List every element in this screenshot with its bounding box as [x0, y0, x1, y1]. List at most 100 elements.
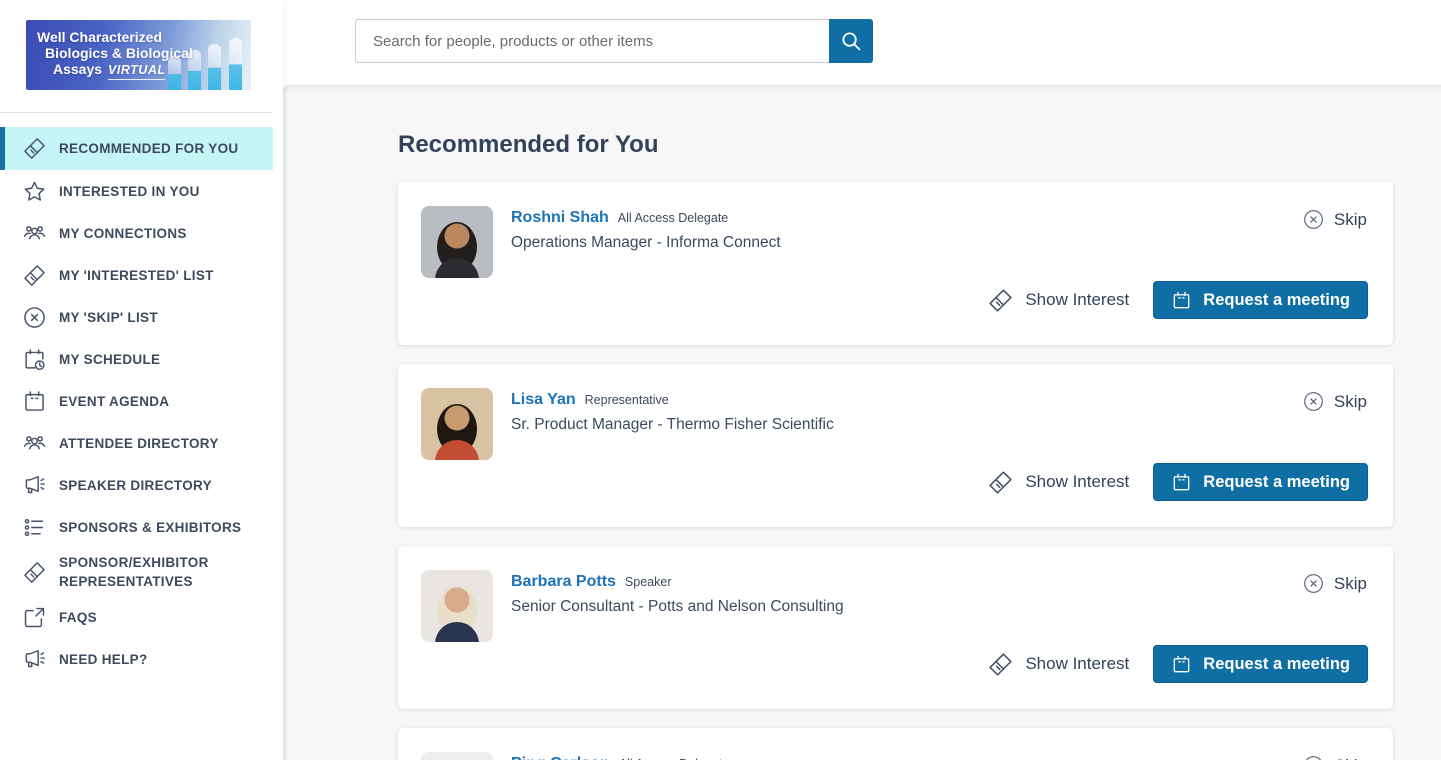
event-logo[interactable]: Well Characterized Biologics & Biologica… — [26, 20, 251, 90]
sidebar-item-my-skip-list[interactable]: MY 'SKIP' LIST — [0, 296, 273, 338]
handshake-icon — [987, 469, 1014, 496]
sidebar-item-label: MY SCHEDULE — [59, 351, 161, 367]
sidebar-item-label: SPEAKER DIRECTORY — [59, 477, 212, 493]
sidebar-item-label: ATTENDEE DIRECTORY — [59, 435, 219, 451]
show-interest-button[interactable]: Show Interest — [987, 651, 1129, 678]
top-bar — [283, 0, 1441, 85]
sidebar-item-label: INTERESTED IN YOU — [59, 183, 200, 199]
request-meeting-button[interactable]: Request a meeting — [1153, 463, 1368, 501]
person-badge: All Access Delegate — [617, 211, 729, 225]
sidebar-item-my-interested-list[interactable]: MY 'INTERESTED' LIST — [0, 254, 273, 296]
skip-label: Skip — [1333, 209, 1367, 229]
sidebar-item-attendee-directory[interactable]: ATTENDEE DIRECTORY — [0, 422, 273, 464]
person-card: Ping Carlson All Access Delegate Sr Scie… — [398, 728, 1393, 760]
request-meeting-label: Request a meeting — [1203, 290, 1350, 309]
sidebar-item-my-schedule[interactable]: MY SCHEDULE — [0, 338, 273, 380]
circle-x-icon — [1302, 572, 1325, 595]
person-name-row: Ping Carlson All Access Delegate — [511, 755, 746, 760]
show-interest-label: Show Interest — [1025, 654, 1130, 673]
logo-line3: Assays VIRTUAL — [53, 61, 193, 80]
logo-text: Well Characterized Biologics & Biologica… — [37, 29, 193, 80]
list-icon — [22, 515, 47, 540]
person-avatar — [421, 752, 493, 760]
person-name-link[interactable]: Roshni Shah — [511, 209, 609, 226]
search-button[interactable] — [829, 19, 873, 63]
sidebar-item-label: RECOMMENDED FOR YOU — [59, 141, 239, 156]
person-avatar — [421, 388, 493, 460]
sidebar-item-need-help[interactable]: NEED HELP? — [0, 638, 273, 680]
card-actions: Show Interest Request a meeting — [987, 645, 1368, 683]
person-name-row: Lisa Yan Representative — [511, 391, 834, 409]
request-meeting-label: Request a meeting — [1203, 472, 1350, 491]
circle-x-icon — [1302, 390, 1325, 413]
calendar-icon — [1171, 654, 1192, 675]
sidebar-item-label: SPONSOR/EXHIBITOR REPRESENTATIVES — [59, 555, 209, 589]
person-job-title: Senior Consultant - Potts and Nelson Con… — [511, 598, 844, 615]
person-info: Ping Carlson All Access Delegate Sr Scie… — [511, 752, 746, 760]
person-card: Lisa Yan Representative Sr. Product Mana… — [398, 364, 1393, 527]
person-badge: All Access Delegate — [619, 757, 729, 760]
skip-button[interactable]: Skip — [1302, 754, 1367, 760]
show-interest-button[interactable]: Show Interest — [987, 287, 1129, 314]
person-card: Roshni Shah All Access Delegate Operatio… — [398, 182, 1393, 345]
page-title: Recommended for You — [398, 131, 659, 158]
external-link-icon — [22, 605, 47, 630]
sidebar-menu: RECOMMENDED FOR YOU INTERESTED IN YOU MY… — [0, 127, 283, 680]
person-avatar — [421, 570, 493, 642]
skip-label: Skip — [1334, 756, 1367, 760]
request-meeting-button[interactable]: Request a meeting — [1153, 281, 1368, 319]
skip-label: Skip — [1333, 573, 1367, 593]
sidebar-item-sponsor-exhibitor-representatives[interactable]: SPONSOR/EXHIBITOR REPRESENTATIVES — [0, 548, 273, 596]
calendar-clock-icon — [22, 347, 47, 372]
person-info: Roshni Shah All Access Delegate Operatio… — [511, 206, 781, 252]
skip-button[interactable]: Skip — [1302, 390, 1367, 413]
circle-x-icon — [1302, 208, 1325, 231]
people-icon — [22, 221, 47, 246]
person-job-title: Operations Manager - Informa Connect — [511, 234, 781, 251]
people-icon — [22, 431, 47, 456]
content-area: Recommended for You Roshni Shah All Acce… — [283, 85, 1441, 760]
sidebar-item-label: MY 'SKIP' LIST — [59, 309, 158, 325]
sidebar-item-recommended-for-you[interactable]: RECOMMENDED FOR YOU — [0, 127, 273, 170]
sidebar-item-sponsors-exhibitors[interactable]: SPONSORS & EXHIBITORS — [0, 506, 273, 548]
request-meeting-button[interactable]: Request a meeting — [1153, 645, 1368, 683]
logo-line1: Well Characterized — [37, 29, 163, 45]
logo-testtube-graphic — [229, 38, 242, 90]
person-name-link[interactable]: Ping Carlson — [511, 755, 610, 760]
logo-testtube-graphic — [168, 56, 181, 90]
megaphone-icon — [22, 473, 47, 498]
search-input[interactable] — [355, 19, 829, 63]
calendar-icon — [22, 389, 47, 414]
show-interest-label: Show Interest — [1025, 290, 1130, 309]
sidebar-item-interested-in-you[interactable]: INTERESTED IN YOU — [0, 170, 273, 212]
handshake-icon — [22, 263, 47, 288]
sidebar-item-my-connections[interactable]: MY CONNECTIONS — [0, 212, 273, 254]
search-icon — [839, 29, 863, 53]
show-interest-button[interactable]: Show Interest — [987, 469, 1129, 496]
sidebar-item-label: EVENT AGENDA — [59, 393, 170, 409]
calendar-icon — [1171, 290, 1192, 311]
calendar-icon — [1171, 472, 1192, 493]
person-info: Barbara Potts Speaker Senior Consultant … — [511, 570, 844, 616]
handshake-icon — [22, 136, 47, 161]
circle-x-icon — [1302, 754, 1325, 760]
card-actions: Show Interest Request a meeting — [987, 281, 1368, 319]
person-card: Barbara Potts Speaker Senior Consultant … — [398, 546, 1393, 709]
person-job-title: Sr. Product Manager - Thermo Fisher Scie… — [511, 416, 834, 433]
skip-button[interactable]: Skip — [1302, 572, 1367, 595]
person-name-row: Barbara Potts Speaker — [511, 573, 844, 591]
star-icon — [22, 179, 47, 204]
person-avatar — [421, 206, 493, 278]
sidebar-item-speaker-directory[interactable]: SPEAKER DIRECTORY — [0, 464, 273, 506]
person-name-link[interactable]: Lisa Yan — [511, 391, 576, 408]
logo-virtual-tag: VIRTUAL — [108, 62, 166, 80]
sidebar-item-faqs[interactable]: FAQS — [0, 596, 273, 638]
skip-button[interactable]: Skip — [1302, 208, 1367, 231]
sidebar-item-label: FAQS — [59, 609, 97, 625]
person-name-link[interactable]: Barbara Potts — [511, 573, 616, 590]
sidebar-item-event-agenda[interactable]: EVENT AGENDA — [0, 380, 273, 422]
card-actions: Show Interest Request a meeting — [987, 463, 1368, 501]
logo-testtube-graphic — [208, 44, 221, 90]
circle-x-icon — [22, 305, 47, 330]
